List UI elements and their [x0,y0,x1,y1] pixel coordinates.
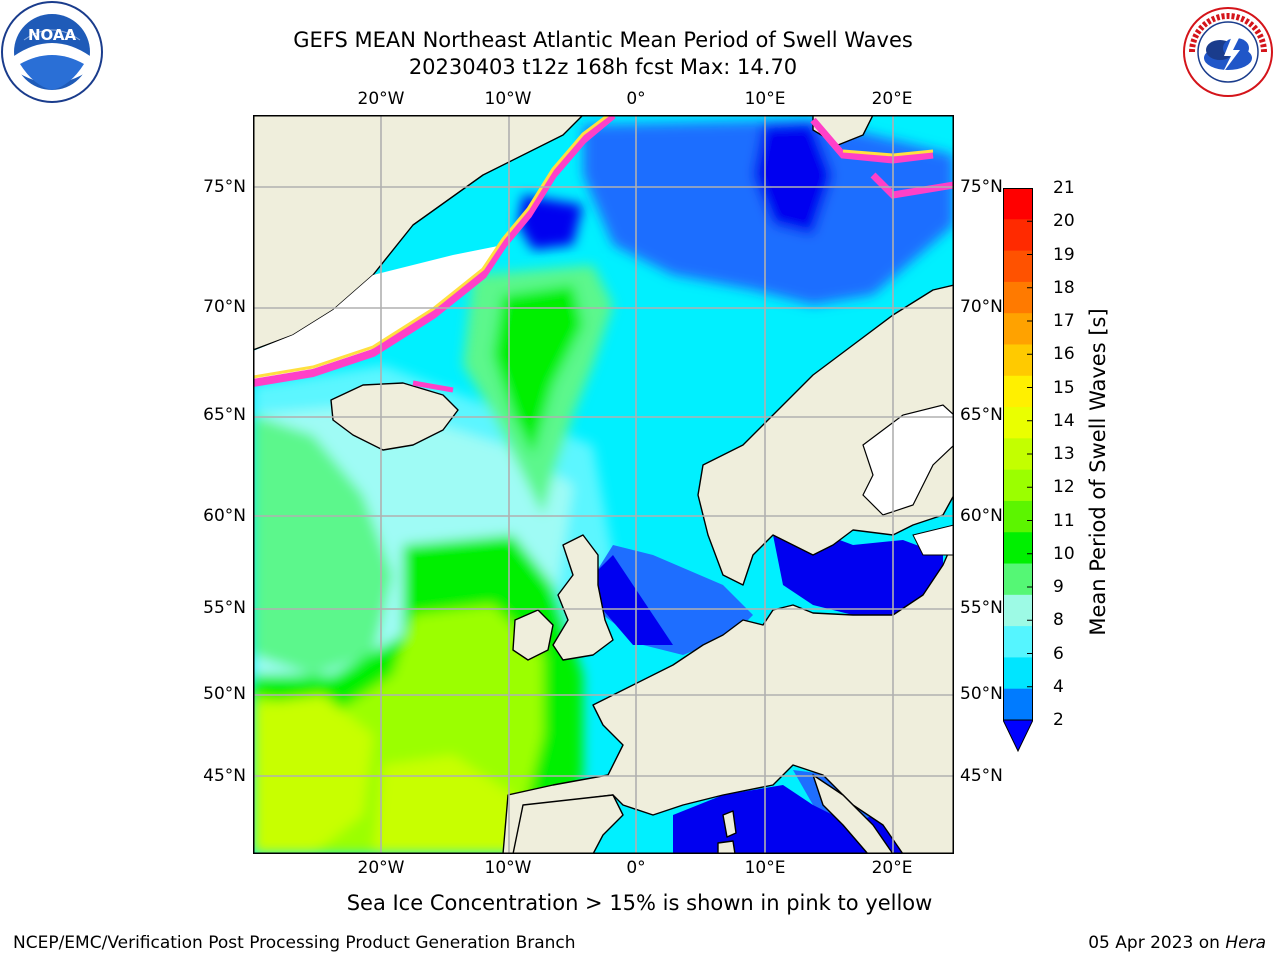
west-atlantic-green [253,415,393,675]
gulf-of-bothnia [862,404,954,516]
colorbar-tick-label: 8 [1053,610,1064,631]
colorbar-tick-label: 4 [1053,676,1064,697]
right-lat-label-50n: 50°N [960,684,1003,704]
right-lat-label-65n: 65°N [960,405,1003,425]
bottom-lon-label-20w: 20°W [357,858,405,878]
ireland-land [512,609,554,661]
colorbar-extend-triangle [1003,719,1033,752]
sea-ice-iceland [412,380,454,393]
bottom-lon-label-0: 0° [626,858,646,878]
map-frame [253,115,954,854]
footer-date: 05 Apr 2023 on Hera [1088,933,1266,953]
colorbar-tick-label: 19 [1053,244,1075,265]
colorbar-tick-label: 6 [1053,643,1064,664]
colorbar-tick-label: 14 [1053,410,1075,431]
colorbar-tick-label: 16 [1053,344,1075,365]
bottom-lon-label-10e: 10°E [744,858,786,878]
colorbar-tick-label: 21 [1053,178,1075,198]
left-lat-label-60n: 60°N [203,506,246,526]
colorbar-title: Mean Period of Swell Waves [s] [1086,308,1110,636]
colorbar-segment [1003,594,1033,627]
top-lon-label-20w: 20°W [357,89,405,109]
top-lon-label-10e: 10°E [744,89,786,109]
footer-date-text: 05 Apr 2023 on [1088,933,1226,953]
top-lon-label-0: 0° [626,89,646,109]
left-lat-label-65n: 65°N [203,405,246,425]
colorbar-tick-label: 15 [1053,377,1075,398]
bottom-lon-label-10w: 10°W [484,858,532,878]
svg-text:NOAA: NOAA [28,26,77,44]
corsica-land [722,810,737,838]
right-lat-label-70n: 70°N [960,297,1003,317]
barents-deep-blue [753,123,833,235]
colorbar-segment [1003,532,1033,565]
right-lat-label-60n: 60°N [960,506,1003,526]
colorbar-segment [1003,250,1033,283]
colorbar-tick-label: 18 [1053,277,1075,298]
iberia-land [512,794,624,854]
left-lat-label-45n: 45°N [203,766,246,786]
right-lat-label-45n: 45°N [960,766,1003,786]
right-lat-label-75n: 75°N [960,177,1003,197]
uk-land [552,534,614,661]
colorbar-segment [1003,657,1033,690]
right-lat-label-55n: 55°N [960,598,1003,618]
north-sea-deep [593,555,673,645]
left-lat-label-70n: 70°N [203,297,246,317]
noaa-logo: NOAA [1,1,103,103]
colorbar [1003,188,1033,752]
top-lon-label-20e: 20°E [871,89,913,109]
left-lat-label-55n: 55°N [203,598,246,618]
left-lat-label-75n: 75°N [203,177,246,197]
sea-ice-edge-greenland [253,115,616,387]
colorbar-tick-label: 2 [1053,710,1064,730]
colorbar-segment [1003,188,1033,220]
colorbar-segment [1003,219,1033,252]
bottom-lon-label-20e: 20°E [871,858,913,878]
colorbar-segment [1003,688,1033,721]
colorbar-tick-label: 17 [1053,311,1075,331]
sea-ice-edge-greenland-yellow [253,115,611,379]
norwegian-sea-bright [493,285,583,455]
colorbar-segment [1003,344,1033,377]
greenland-coast-white [253,245,503,385]
colorbar-tick-label: 20 [1053,211,1075,232]
colorbar-tick-label: 10 [1053,543,1075,564]
colorbar-segment [1003,281,1033,314]
colorbar-segment [1003,626,1033,658]
nws-logo [1183,7,1273,97]
swell-period-map [253,115,954,854]
colorbar-segment [1003,563,1033,596]
map-title: GEFS MEAN Northeast Atlantic Mean Period… [293,28,913,52]
footer-machine: Hera [1225,933,1266,953]
colorbar-tick-label: 12 [1053,477,1075,498]
colorbar-segment [1003,500,1033,533]
colorbar-segment [1003,407,1033,439]
colorbar-segment [1003,375,1033,408]
gulf-of-finland [912,524,954,556]
southwest-yellow [253,695,373,854]
sardinia-land [717,840,736,854]
top-lon-label-10w: 10°W [484,89,532,109]
footer-branch: NCEP/EMC/Verification Post Processing Pr… [13,933,576,953]
south-yellow [373,755,523,854]
left-lat-label-50n: 50°N [203,684,246,704]
colorbar-tick-label: 9 [1053,577,1064,597]
greenland-land [253,115,584,351]
colorbar-segment [1003,469,1033,502]
colorbar-tick-label: 13 [1053,444,1075,464]
map-subtitle: 20230403 t12z 168h fcst Max: 14.70 [408,55,798,79]
colorbar-tick-label: 11 [1053,510,1075,531]
colorbar-segment [1003,313,1033,345]
italy-land [812,774,894,854]
sea-ice-note: Sea Ice Concentration > 15% is shown in … [346,891,933,915]
